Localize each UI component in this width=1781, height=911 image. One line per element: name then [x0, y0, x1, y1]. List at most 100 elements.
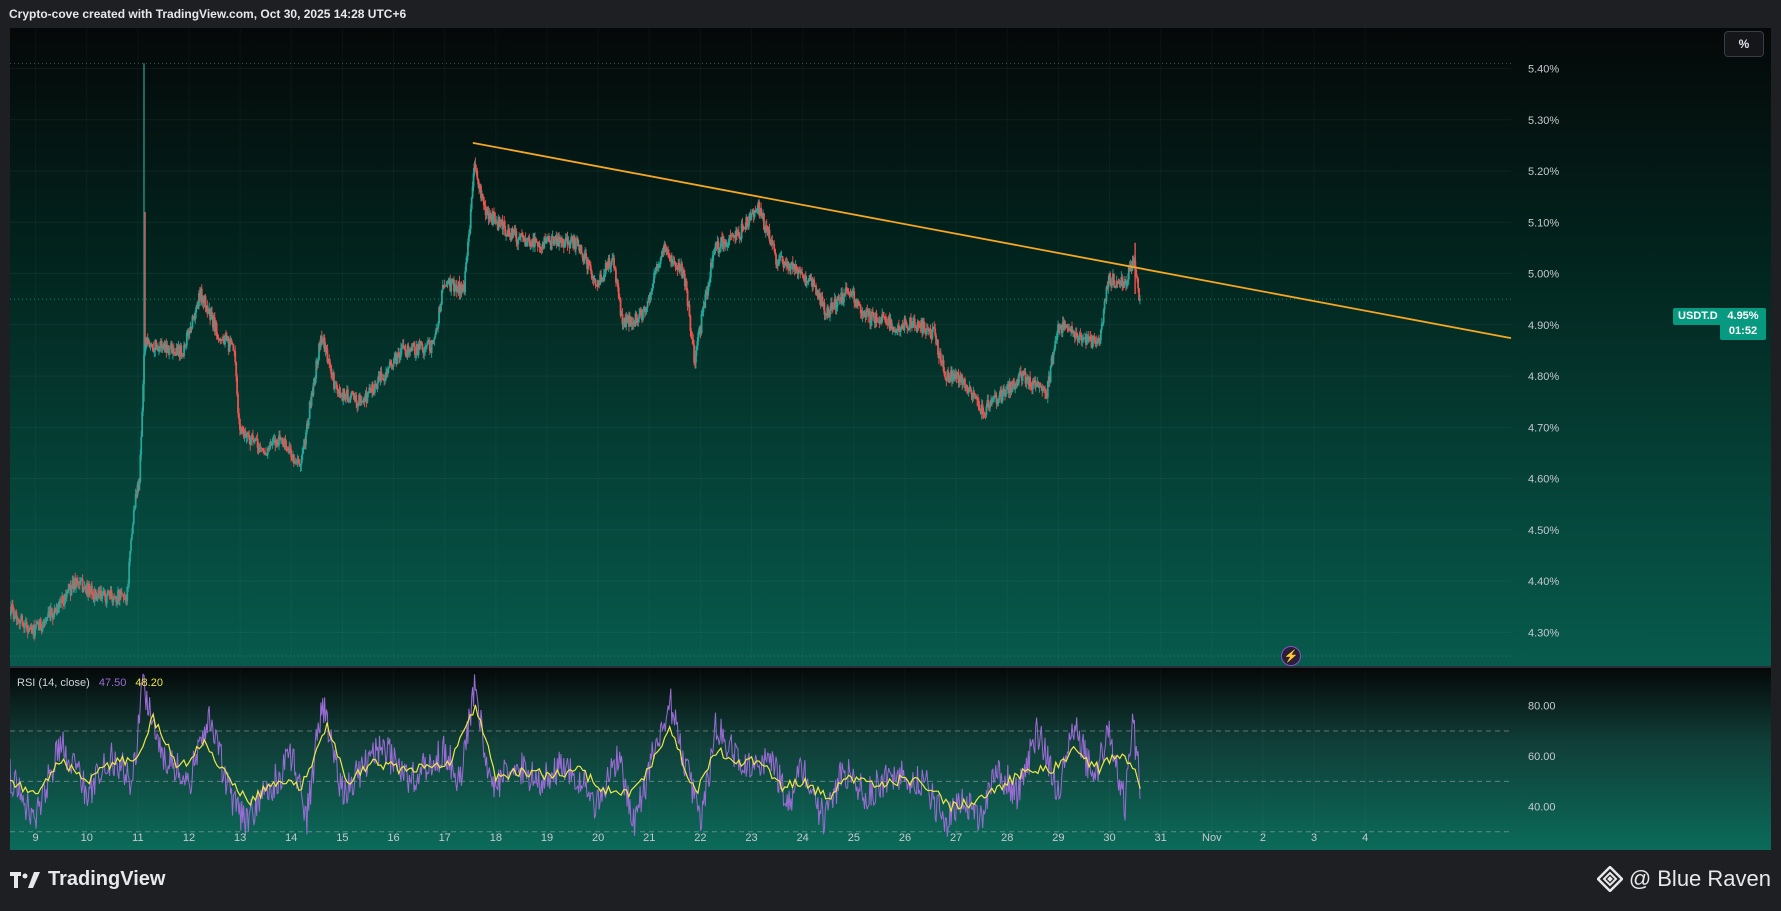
candle-body	[963, 379, 965, 380]
candle-body	[247, 432, 250, 436]
candle-body	[446, 283, 449, 284]
candle-body	[701, 312, 704, 314]
candle-body	[551, 236, 554, 238]
candle-body	[174, 353, 177, 356]
candle-body	[851, 291, 854, 294]
candle-body	[687, 304, 690, 307]
candle-body	[735, 230, 737, 239]
candle-body	[694, 362, 696, 364]
candle-body	[612, 257, 615, 259]
candle-body	[420, 341, 423, 344]
candle-body	[454, 284, 457, 288]
time-axis-label: 11	[132, 832, 143, 844]
candle-body	[584, 253, 587, 255]
candle-body	[526, 237, 529, 243]
chart-svg[interactable]: 5.40% 5.30% 5.20% 5.10% 5.00% 4.90% 4.80% 4.70%…	[10, 28, 1771, 850]
candle-body	[60, 600, 63, 603]
candle-body	[940, 362, 943, 364]
candle-body	[301, 453, 304, 460]
candle-body	[697, 330, 700, 338]
candle-body	[831, 307, 834, 309]
candle-body	[215, 323, 218, 336]
candle-body	[1049, 366, 1052, 383]
chart-frame[interactable]: 5.40% 5.30% 5.20% 5.10% 5.00% 4.90% 4.80% 4.70%…	[10, 28, 1771, 850]
candle-body	[924, 327, 926, 333]
candle-body	[939, 352, 942, 363]
candle-body	[229, 339, 232, 342]
candle-body	[222, 338, 225, 342]
candle-body	[1088, 336, 1091, 341]
candle-body	[139, 454, 142, 483]
candle-body	[665, 247, 668, 253]
candle-body	[861, 311, 864, 317]
candle-body	[817, 290, 819, 299]
candle-body	[858, 305, 861, 307]
candle-body	[421, 343, 424, 351]
candle-body	[709, 277, 711, 283]
candle-body	[991, 397, 994, 403]
candle-body	[590, 270, 593, 279]
candle-body	[801, 272, 803, 275]
candle-body	[1118, 282, 1121, 285]
candle-body	[470, 197, 473, 210]
candle-body	[149, 344, 152, 348]
candle-body	[225, 335, 227, 337]
candle-body	[32, 624, 35, 633]
candle-body	[1116, 281, 1119, 283]
candle-body	[712, 254, 715, 256]
candle-body	[366, 393, 369, 403]
candle-body	[295, 461, 298, 463]
candle-body	[304, 439, 306, 445]
candle-body	[565, 237, 568, 239]
candle-body	[141, 411, 144, 437]
candle-body	[1039, 382, 1042, 388]
lightning-icon[interactable]: ⚡	[1281, 646, 1301, 666]
candle-body	[742, 226, 745, 229]
candle-body	[348, 400, 351, 403]
candle-body	[197, 304, 199, 307]
candle-body	[1011, 380, 1014, 392]
candle-body	[992, 396, 995, 398]
candle-body	[142, 384, 145, 412]
candle-body	[758, 201, 761, 216]
candle-body	[786, 261, 789, 266]
percent-scale-button[interactable]: %	[1724, 31, 1764, 57]
footer-brand[interactable]: TradingView	[10, 868, 165, 891]
candle-body	[965, 385, 967, 389]
candle-body	[948, 379, 951, 383]
candle-body	[77, 582, 80, 585]
candle-body	[1010, 391, 1013, 393]
candle-body	[548, 241, 551, 242]
candle-body	[1089, 336, 1092, 338]
candle-body	[354, 395, 357, 400]
candle-body	[688, 304, 691, 316]
candle-body	[435, 328, 438, 334]
candle-body	[292, 454, 295, 464]
candle-body	[292, 454, 294, 460]
rsi-legend[interactable]: RSI (14, close) 47.50 48.20	[17, 677, 163, 689]
candle-body	[726, 244, 729, 246]
candle-body	[602, 274, 605, 282]
candle-body	[239, 418, 241, 430]
candle-body	[207, 312, 210, 314]
brand-name: TradingView	[48, 868, 166, 890]
candle-body	[601, 277, 603, 280]
candle-body	[1110, 284, 1113, 287]
candle-body	[1004, 391, 1006, 397]
candle-body	[232, 344, 235, 351]
candle-body	[118, 590, 120, 601]
price-axis-label: 5.30%	[1528, 115, 1559, 127]
candle-body	[372, 384, 374, 393]
candle-body	[614, 268, 616, 270]
candle-body	[910, 317, 912, 322]
candle-body	[91, 585, 93, 594]
candle-body	[606, 265, 609, 268]
time-axis-label: 30	[1103, 832, 1115, 844]
candle-body	[25, 622, 28, 629]
candle-body	[424, 348, 427, 350]
candle-body	[423, 349, 426, 354]
candle-body	[552, 236, 555, 245]
candle-body	[1054, 340, 1057, 349]
candle-body	[279, 435, 281, 440]
candle-body	[685, 280, 688, 291]
